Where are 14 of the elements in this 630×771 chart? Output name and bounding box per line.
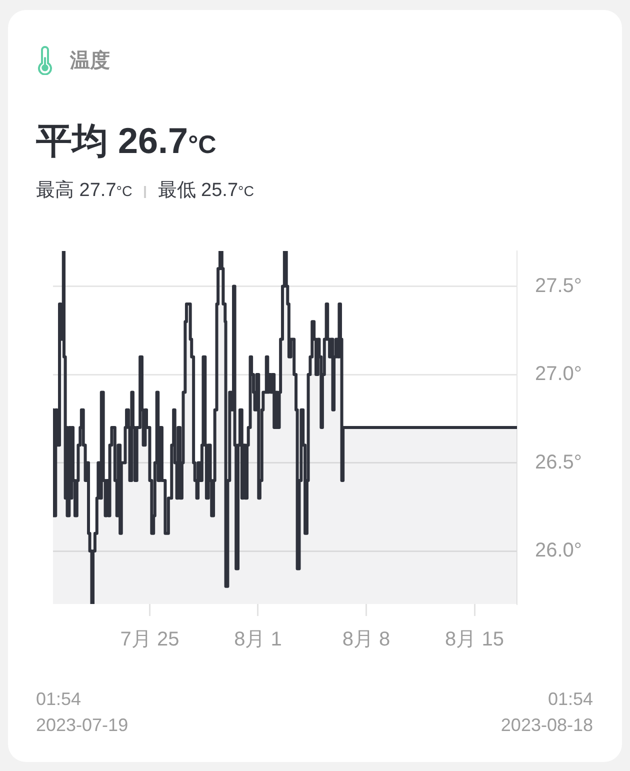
y-tick-label: 27.0°: [535, 363, 582, 386]
text: 01:54 2023-08-18: [500, 688, 593, 737]
chart-subtitle: 平均 26.7°C: [36, 120, 216, 161]
x-tick-label: 8月 15: [445, 628, 504, 651]
x-tick-label: 8月 8: [342, 628, 390, 651]
text: 最高 27.7°C: [36, 180, 132, 201]
y-tick-label: 27.5°: [535, 274, 582, 297]
y-tick-label: 26.5°: [535, 451, 582, 474]
x-tick-label: 8月 1: [234, 628, 282, 651]
text: 01:54 2023-07-19: [36, 688, 128, 737]
x-tick-label: 7月 25: [120, 628, 180, 651]
y-tick-label: 26.0°: [535, 540, 582, 562]
chart-title: 温度: [70, 50, 110, 72]
text: 最低 25.7°C: [158, 180, 254, 201]
